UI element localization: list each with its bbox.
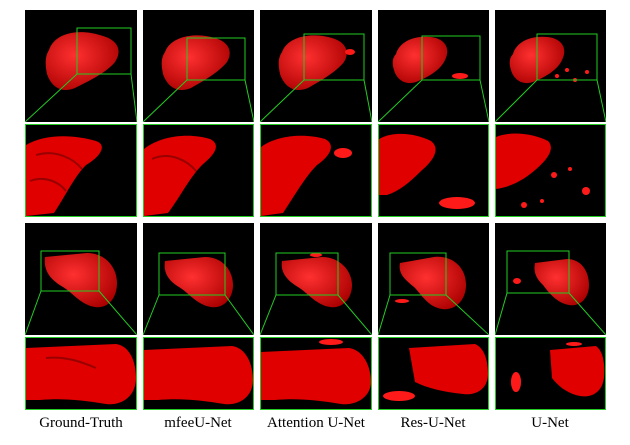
zoom-box [76, 27, 132, 75]
resunet-top-overview [378, 10, 489, 122]
zoom-box [275, 252, 339, 296]
zoom-box [506, 250, 570, 294]
unet-top-overview [495, 10, 606, 122]
zoom-box [421, 35, 481, 81]
mfeeunet-top-zoom [143, 124, 254, 217]
ground-truth-bottom-zoom [25, 337, 137, 410]
ground-truth-top-overview [25, 10, 137, 122]
resunet-top-zoom [378, 124, 489, 217]
unet-bottom-overview [495, 223, 606, 335]
zoom-box [158, 252, 226, 296]
caption-attention-unet: Attention U-Net [267, 415, 365, 431]
zoom-box [303, 33, 365, 81]
attention-unet-top-zoom [260, 124, 372, 217]
zoom-box [40, 250, 100, 292]
organ-mesh [45, 32, 119, 91]
zoom-box [186, 37, 246, 81]
caption-mfeeunet: mfeeU-Net [164, 415, 232, 431]
resunet-bottom-overview [378, 223, 489, 335]
caption-unet: U-Net [531, 415, 569, 431]
caption-ground-truth: Ground-Truth [39, 415, 123, 431]
zoom-box [389, 252, 447, 296]
attention-unet-top-overview [260, 10, 372, 122]
caption-resunet: Res-U-Net [400, 415, 466, 431]
ground-truth-bottom-overview [25, 223, 137, 335]
mfeeunet-bottom-zoom [143, 337, 254, 410]
mfeeunet-top-overview [143, 10, 254, 122]
unet-top-zoom [495, 124, 606, 217]
attention-unet-bottom-overview [260, 223, 372, 335]
resunet-bottom-zoom [378, 337, 489, 410]
mfeeunet-bottom-overview [143, 223, 254, 335]
attention-unet-bottom-zoom [260, 337, 372, 410]
zoom-box [536, 33, 598, 81]
ground-truth-top-zoom [25, 124, 137, 217]
unet-bottom-zoom [495, 337, 606, 410]
